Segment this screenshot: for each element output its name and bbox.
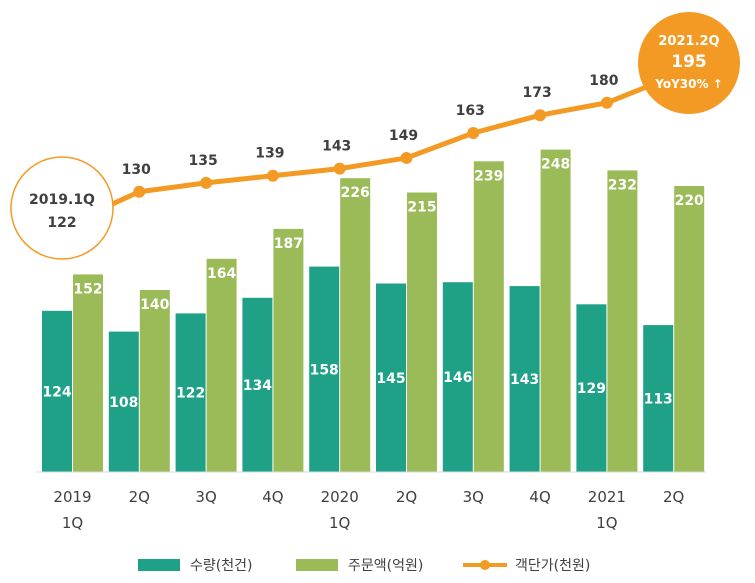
legend-item-amount-swatch bbox=[296, 559, 338, 571]
bar-amount-label-7: 248 bbox=[541, 157, 570, 173]
bar-quantity-4 bbox=[309, 266, 340, 472]
callout-start-value: 122 bbox=[47, 215, 76, 231]
bar-quantity-0 bbox=[42, 310, 72, 472]
bar-quantity-6 bbox=[442, 282, 473, 472]
bars-layer: 124 152 108 140 122 164 134 187 158 226 145 215 146 2… bbox=[42, 149, 705, 473]
legend-item-quantity-swatch bbox=[138, 559, 180, 571]
series-line-unit-price bbox=[106, 73, 675, 209]
bar-quantity-label-6: 146 bbox=[443, 370, 472, 386]
line-point-5 bbox=[400, 151, 413, 164]
line-point-label-8: 180 bbox=[589, 73, 618, 89]
x-tick-label-8-1: 1Q bbox=[596, 514, 617, 532]
line-point-8 bbox=[600, 96, 613, 109]
bar-quantity-label-4: 158 bbox=[310, 362, 339, 378]
line-point-label-2: 135 bbox=[188, 153, 217, 169]
bar-amount-3 bbox=[273, 228, 304, 472]
x-tick-label-3-0: 4Q bbox=[262, 488, 283, 506]
bar-amount-label-8: 232 bbox=[608, 177, 637, 193]
bar-amount-0 bbox=[73, 274, 103, 472]
line-point-7 bbox=[534, 109, 547, 122]
line-point-6 bbox=[467, 127, 480, 140]
bar-quantity-label-2: 122 bbox=[176, 386, 205, 402]
bar-amount-9 bbox=[674, 186, 705, 472]
legend: 수량(천건) 주문액(억원) 객단가(천원) bbox=[138, 558, 590, 574]
bar-quantity-3 bbox=[242, 297, 273, 472]
bar-amount-6 bbox=[473, 161, 504, 473]
x-tick-label-0-1: 1Q bbox=[62, 514, 83, 532]
bar-quantity-label-8: 129 bbox=[577, 381, 606, 397]
bar-quantity-label-7: 143 bbox=[510, 372, 539, 388]
legend-item-unit-price-marker bbox=[480, 560, 490, 570]
x-tick-label-2-0: 3Q bbox=[195, 488, 216, 506]
bar-amount-1 bbox=[139, 290, 170, 472]
bar-amount-label-6: 239 bbox=[474, 168, 503, 184]
x-tick-label-7-0: 4Q bbox=[529, 488, 550, 506]
bar-amount-label-4: 226 bbox=[341, 185, 370, 201]
x-tick-label-8-0: 2021 bbox=[588, 488, 626, 506]
callout-end-yoy: YoY30% ↑ bbox=[654, 77, 722, 91]
bar-quantity-label-3: 134 bbox=[243, 378, 272, 394]
bar-quantity-2 bbox=[175, 313, 206, 472]
line-point-label-6: 163 bbox=[456, 103, 485, 119]
callout-end-value: 195 bbox=[671, 52, 707, 72]
bar-amount-8 bbox=[607, 170, 638, 472]
bar-quantity-label-5: 145 bbox=[376, 371, 405, 387]
x-tick-label-0-0: 2019 bbox=[53, 488, 91, 506]
line-point-label-7: 173 bbox=[522, 85, 551, 101]
bar-quantity-label-9: 113 bbox=[644, 392, 673, 408]
x-tick-label-5-0: 2Q bbox=[396, 488, 417, 506]
bar-amount-7 bbox=[540, 149, 571, 472]
line-layer: 130 135 139 143 149 163 173 180 bbox=[106, 73, 675, 209]
callouts: 2019.1Q 122 2021.2Q 195 YoY30% ↑ bbox=[10, 12, 740, 260]
x-tick-label-9-0: 2Q bbox=[663, 488, 684, 506]
x-tick-label-4-1: 1Q bbox=[329, 514, 350, 532]
callout-start-circle bbox=[10, 156, 114, 260]
line-point-label-5: 149 bbox=[389, 128, 418, 144]
bar-amount-label-9: 220 bbox=[675, 193, 704, 209]
bar-quantity-1 bbox=[108, 331, 139, 472]
bar-quantity-7 bbox=[509, 286, 540, 472]
bar-amount-5 bbox=[407, 192, 437, 472]
bar-amount-label-5: 215 bbox=[407, 200, 436, 216]
line-point-label-3: 139 bbox=[255, 146, 284, 162]
bar-quantity-label-0: 124 bbox=[42, 384, 71, 400]
line-point-label-4: 143 bbox=[322, 139, 351, 155]
callout-start-period: 2019.1Q bbox=[29, 192, 95, 208]
callout-end-circle bbox=[638, 12, 740, 114]
legend-item-quantity-label: 수량(천건) bbox=[190, 558, 252, 574]
line-point-4 bbox=[333, 162, 346, 175]
x-tick-label-1-0: 2Q bbox=[129, 488, 150, 506]
bar-amount-label-3: 187 bbox=[274, 236, 303, 252]
bar-quantity-9 bbox=[643, 325, 674, 472]
x-tick-label-4-0: 2020 bbox=[321, 488, 359, 506]
line-point-3 bbox=[266, 169, 279, 182]
legend-item-unit-price-label: 객단가(천원) bbox=[515, 558, 590, 574]
line-point-label-1: 130 bbox=[122, 162, 151, 178]
line-point-2 bbox=[200, 176, 213, 189]
bar-quantity-label-1: 108 bbox=[109, 395, 138, 411]
bar-amount-label-0: 152 bbox=[73, 281, 102, 297]
x-tick-label-6-0: 3Q bbox=[463, 488, 484, 506]
bar-amount-4 bbox=[340, 178, 371, 472]
x-tick-labels: 2019 1Q 2Q 3Q 4Q 2020 1Q 2Q 3Q 4Q 2021 1Q 2Q bbox=[53, 488, 684, 532]
bar-amount-label-1: 140 bbox=[140, 297, 169, 313]
callout-end-period: 2021.2Q bbox=[658, 34, 719, 49]
line-point-1 bbox=[133, 185, 146, 198]
bar-amount-2 bbox=[206, 258, 237, 472]
bar-quantity-8 bbox=[576, 304, 607, 472]
legend-item-amount-label: 주문액(억원) bbox=[348, 558, 423, 574]
bar-amount-label-2: 164 bbox=[207, 266, 236, 282]
bar-quantity-5 bbox=[376, 283, 406, 472]
